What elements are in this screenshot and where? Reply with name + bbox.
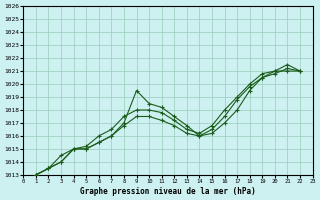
- X-axis label: Graphe pression niveau de la mer (hPa): Graphe pression niveau de la mer (hPa): [80, 187, 256, 196]
